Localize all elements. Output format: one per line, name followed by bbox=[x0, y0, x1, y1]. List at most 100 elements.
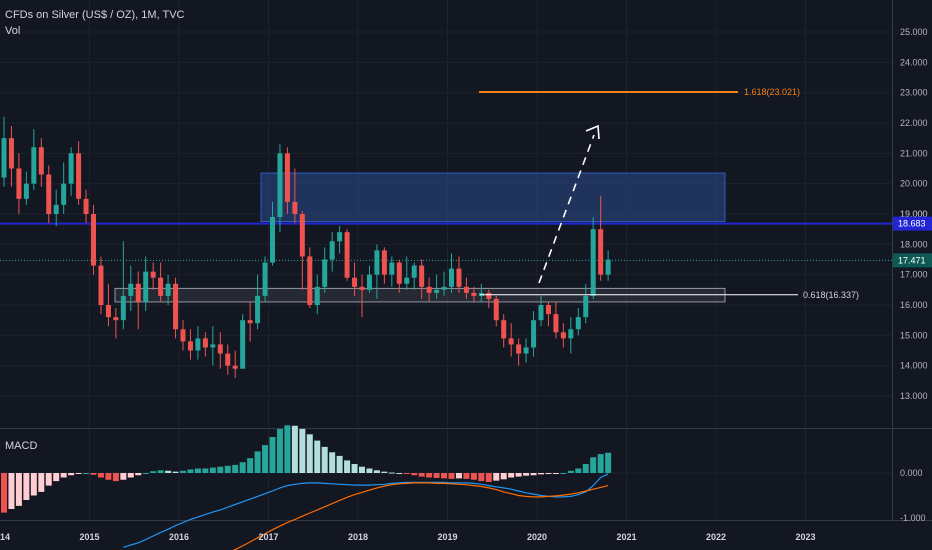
y-tick-label: 21.000 bbox=[900, 148, 928, 158]
candle-body bbox=[68, 153, 74, 184]
macd-histogram-bar bbox=[8, 473, 15, 509]
supply-zone bbox=[260, 172, 726, 223]
macd-histogram-bar bbox=[127, 473, 134, 478]
candle-body bbox=[180, 329, 186, 342]
candle-body bbox=[396, 262, 402, 284]
candle-body bbox=[158, 277, 164, 296]
macd-histogram-bar bbox=[217, 466, 224, 473]
candle-body bbox=[31, 147, 37, 184]
candle-body bbox=[493, 298, 499, 321]
candle-body bbox=[173, 283, 179, 330]
candle-body bbox=[210, 344, 216, 348]
candle-body bbox=[105, 305, 111, 318]
y-tick-label: 22.000 bbox=[900, 118, 928, 128]
candle-body bbox=[299, 214, 305, 257]
candle-body bbox=[53, 204, 59, 214]
resistance-price-text: 18.683 bbox=[898, 219, 926, 229]
candle-body bbox=[61, 183, 67, 205]
candle-body bbox=[560, 332, 566, 339]
y-tick-label: 18.000 bbox=[900, 239, 928, 249]
macd-histogram-bar bbox=[209, 467, 216, 473]
y-tick-label: 15.000 bbox=[900, 330, 928, 340]
macd-histogram-bar bbox=[120, 473, 127, 480]
macd-line bbox=[123, 473, 609, 548]
candle-body bbox=[359, 286, 365, 290]
macd-histogram-bar bbox=[83, 473, 90, 474]
macd-histogram-bar bbox=[321, 446, 328, 473]
macd-histogram-bar bbox=[150, 471, 157, 473]
candle-body bbox=[23, 183, 29, 199]
macd-histogram-bar bbox=[299, 428, 306, 473]
macd-histogram-bar bbox=[441, 473, 448, 479]
candle-body bbox=[8, 138, 14, 169]
macd-histogram-bar bbox=[314, 440, 321, 473]
macd-label: MACD bbox=[5, 440, 38, 452]
candle-body bbox=[128, 283, 134, 296]
resistance-price-box bbox=[893, 216, 932, 231]
y-tick-label: 20.000 bbox=[900, 179, 928, 189]
candle-body bbox=[76, 153, 82, 199]
candle-body bbox=[381, 250, 387, 275]
macd-histogram-bar bbox=[142, 473, 149, 474]
y-tick-label: 14.000 bbox=[900, 361, 928, 371]
macd-histogram-bar bbox=[23, 473, 30, 500]
grid-lines bbox=[0, 0, 932, 521]
macd-histogram-bar bbox=[291, 425, 298, 473]
macd-histogram-bar bbox=[366, 468, 373, 473]
candle-body bbox=[135, 283, 141, 302]
macd-histogram-bar bbox=[30, 473, 37, 496]
candle-body bbox=[329, 241, 335, 260]
macd-histogram-bar bbox=[500, 473, 507, 480]
drawing-zones bbox=[0, 172, 892, 303]
candle-body bbox=[232, 365, 238, 369]
macd-histogram-bar bbox=[254, 451, 261, 473]
macd-histogram-bar bbox=[388, 472, 395, 474]
x-tick-label: 14 bbox=[0, 532, 10, 542]
candle-body bbox=[523, 347, 529, 354]
macd-histogram-bar bbox=[448, 473, 455, 479]
macd-histogram-bar bbox=[329, 452, 336, 473]
macd-histogram-bar bbox=[552, 473, 559, 474]
annotations: 1.618(23.021) 0.618(16.337) bbox=[479, 87, 859, 300]
candle-body bbox=[463, 286, 469, 293]
projection-arrow-head bbox=[585, 124, 600, 140]
macd-histogram-bar bbox=[560, 473, 567, 474]
candle-body bbox=[247, 320, 253, 324]
candle-body bbox=[426, 286, 432, 293]
candle-body bbox=[255, 295, 261, 324]
x-tick-label: 2020 bbox=[527, 532, 547, 542]
macd-histogram-bar bbox=[157, 470, 164, 473]
macd-histogram-bar bbox=[269, 437, 276, 473]
candle-body bbox=[486, 292, 492, 299]
macd-histogram-bar bbox=[202, 468, 209, 473]
x-tick-label: 2016 bbox=[169, 532, 189, 542]
macd-histogram-bar bbox=[172, 471, 179, 473]
candle-body bbox=[404, 277, 410, 284]
candle-body bbox=[314, 286, 320, 305]
candle-body bbox=[605, 259, 611, 275]
macd-histogram-bar bbox=[344, 460, 351, 473]
macd-histogram-bar bbox=[284, 425, 291, 473]
macd-histogram-bar bbox=[180, 470, 186, 473]
candle-body bbox=[449, 268, 454, 287]
macd-histogram-bar bbox=[515, 473, 522, 477]
macd-histogram-bar bbox=[359, 466, 365, 473]
candle-body bbox=[187, 341, 193, 351]
candle-body bbox=[531, 320, 537, 348]
candle-body bbox=[366, 274, 372, 290]
macd-histogram-bar bbox=[187, 469, 194, 473]
macd-y-tick-label: 0.000 bbox=[900, 468, 923, 478]
candle-body bbox=[150, 271, 156, 278]
candle-body bbox=[575, 317, 581, 330]
x-tick-label: 2019 bbox=[438, 532, 458, 542]
macd-histogram-bar bbox=[418, 473, 425, 477]
macd-pane bbox=[1, 425, 612, 550]
candle-body bbox=[262, 262, 268, 296]
candle-body bbox=[270, 217, 275, 263]
candle-body bbox=[553, 314, 559, 333]
macd-histogram-bar bbox=[381, 471, 388, 473]
macd-y-tick-label: -1.000 bbox=[900, 513, 926, 523]
candle-body bbox=[598, 229, 604, 275]
macd-histogram-bar bbox=[224, 465, 231, 473]
